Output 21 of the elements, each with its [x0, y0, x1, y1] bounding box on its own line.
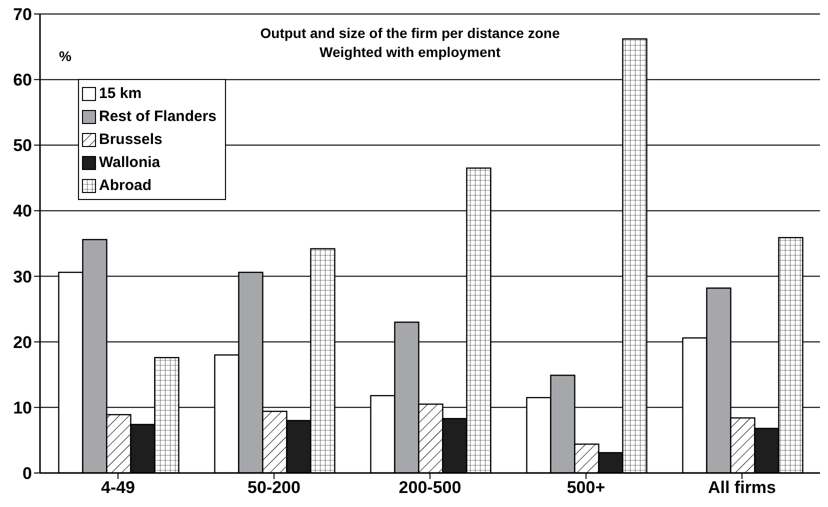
text: Weighted with employment: [318, 43, 502, 62]
legend-label: Rest of Flanders: [99, 108, 217, 125]
legend-label: Brussels: [99, 131, 162, 148]
y-tick-label: 0: [22, 464, 32, 484]
y-tick-label: 10: [13, 398, 32, 418]
y-tick-label: 70: [13, 5, 32, 24]
legend-label: 15 km: [99, 85, 142, 102]
x-tick-label: All firms: [708, 478, 776, 498]
y-tick-label: 30: [13, 267, 32, 286]
y-tick-label: 20: [13, 332, 32, 352]
y-tick-label: 60: [13, 70, 32, 90]
y-tick-label: 50: [13, 136, 32, 156]
x-tick-label: 200-500: [398, 478, 462, 498]
y-tick-label: 40: [13, 202, 32, 221]
x-tick-label: 4-49: [100, 478, 136, 498]
legend-label: Wallonia: [99, 154, 160, 171]
legend-label: Abroad: [99, 177, 152, 194]
text: Output and size of the firm per distance zone: [259, 24, 561, 43]
x-tick-label: 50-200: [248, 478, 300, 498]
y-axis-title: %: [59, 48, 72, 64]
x-tick-label: 500+: [566, 478, 606, 498]
